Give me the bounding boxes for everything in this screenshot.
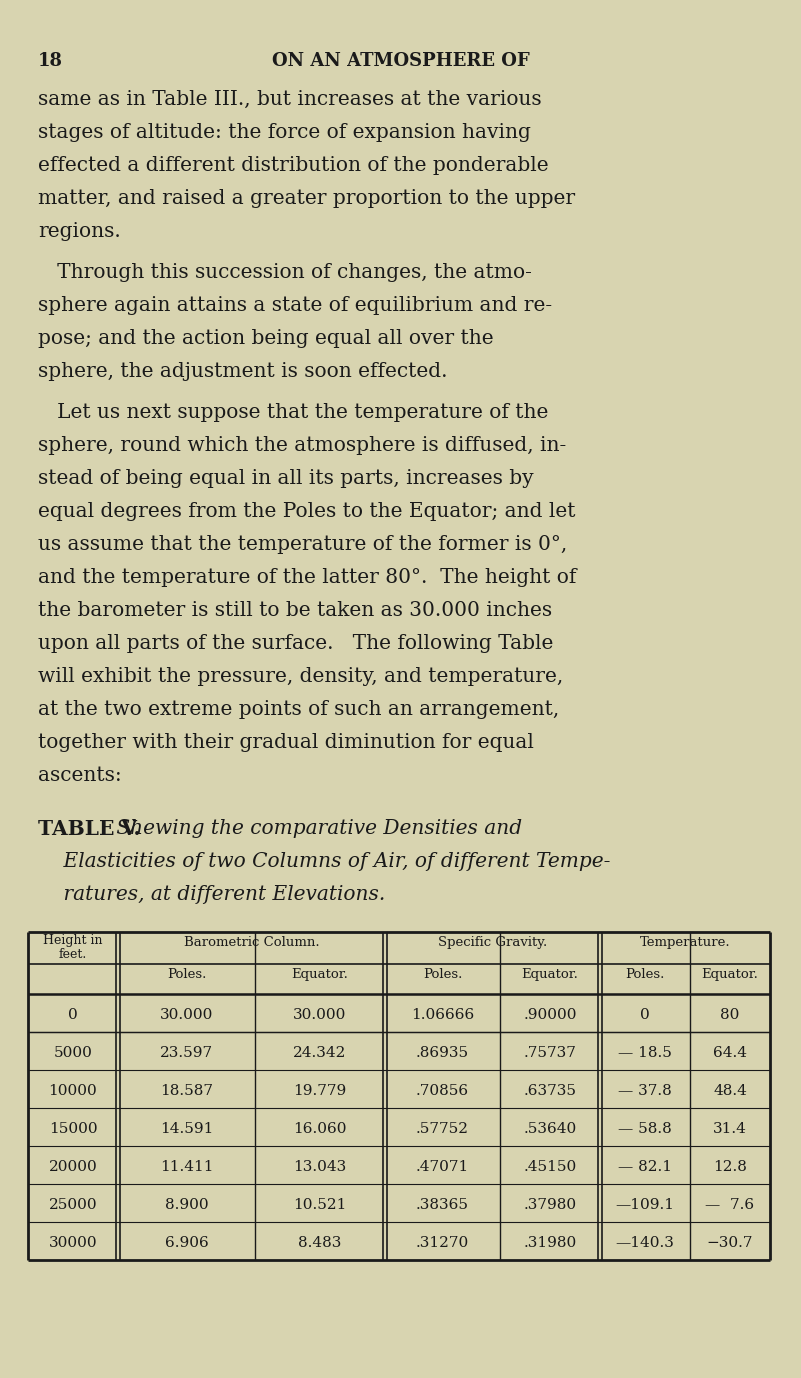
Text: Through this succession of changes, the atmo-: Through this succession of changes, the … [38, 263, 532, 282]
Text: Height in: Height in [43, 934, 103, 947]
Text: Shewing the comparative Densities and: Shewing the comparative Densities and [110, 819, 522, 838]
Text: 19.779: 19.779 [293, 1084, 347, 1098]
Text: together with their gradual diminution for equal: together with their gradual diminution f… [38, 733, 534, 752]
Text: 80: 80 [720, 1007, 739, 1022]
Text: 24.342: 24.342 [293, 1046, 347, 1060]
Text: Poles.: Poles. [423, 967, 462, 981]
Text: Equator.: Equator. [292, 967, 348, 981]
Text: Elasticities of two Columns of Air, of different Tempe-: Elasticities of two Columns of Air, of d… [38, 852, 610, 871]
Text: 25000: 25000 [49, 1197, 97, 1213]
Text: stead of being equal in all its parts, increases by: stead of being equal in all its parts, i… [38, 469, 533, 488]
Text: 10.521: 10.521 [293, 1197, 347, 1213]
Text: —140.3: —140.3 [615, 1236, 674, 1250]
Text: .63735: .63735 [524, 1084, 577, 1098]
Text: 23.597: 23.597 [160, 1046, 213, 1060]
Text: 11.411: 11.411 [159, 1160, 213, 1174]
Text: —  7.6: — 7.6 [706, 1197, 755, 1213]
Text: Temperature.: Temperature. [640, 936, 731, 949]
Text: 64.4: 64.4 [713, 1046, 747, 1060]
Text: 30000: 30000 [49, 1236, 97, 1250]
Text: 8.900: 8.900 [165, 1197, 208, 1213]
Text: 48.4: 48.4 [713, 1084, 747, 1098]
Text: .47071: .47071 [416, 1160, 469, 1174]
Text: stages of altitude: the force of expansion having: stages of altitude: the force of expansi… [38, 123, 531, 142]
Text: sphere, the adjustment is soon effected.: sphere, the adjustment is soon effected. [38, 362, 448, 380]
Text: .53640: .53640 [523, 1122, 577, 1135]
Text: .37980: .37980 [523, 1197, 577, 1213]
Text: 30.000: 30.000 [160, 1007, 213, 1022]
Text: regions.: regions. [38, 222, 121, 241]
Text: .31270: .31270 [416, 1236, 469, 1250]
Text: 15000: 15000 [49, 1122, 97, 1135]
Text: us assume that the temperature of the former is 0°,: us assume that the temperature of the fo… [38, 535, 567, 554]
Text: Poles.: Poles. [626, 967, 665, 981]
Text: 13.043: 13.043 [293, 1160, 347, 1174]
Text: 30.000: 30.000 [293, 1007, 347, 1022]
Text: same as in Table III., but increases at the various: same as in Table III., but increases at … [38, 90, 541, 109]
Text: .90000: .90000 [523, 1007, 577, 1022]
Text: ON AN ATMOSPHERE OF: ON AN ATMOSPHERE OF [272, 52, 530, 70]
Text: .86935: .86935 [416, 1046, 469, 1060]
Text: 31.4: 31.4 [713, 1122, 747, 1135]
Text: Poles.: Poles. [167, 967, 206, 981]
Text: —109.1: —109.1 [615, 1197, 674, 1213]
Text: 10000: 10000 [49, 1084, 98, 1098]
Text: Let us next suppose that the temperature of the: Let us next suppose that the temperature… [38, 402, 549, 422]
Text: −30.7: −30.7 [706, 1236, 753, 1250]
Text: and the temperature of the latter 80°.  The height of: and the temperature of the latter 80°. T… [38, 568, 577, 587]
Text: at the two extreme points of such an arrangement,: at the two extreme points of such an arr… [38, 700, 559, 719]
Text: Specific Gravity.: Specific Gravity. [438, 936, 547, 949]
Text: feet.: feet. [59, 948, 87, 960]
Text: will exhibit the pressure, density, and temperature,: will exhibit the pressure, density, and … [38, 667, 563, 686]
Text: upon all parts of the surface.   The following Table: upon all parts of the surface. The follo… [38, 634, 553, 653]
Text: — 58.8: — 58.8 [618, 1122, 672, 1135]
Text: — 18.5: — 18.5 [618, 1046, 672, 1060]
Text: effected a different distribution of the ponderable: effected a different distribution of the… [38, 156, 549, 175]
Text: 14.591: 14.591 [160, 1122, 213, 1135]
Text: 18.587: 18.587 [160, 1084, 213, 1098]
Text: matter, and raised a greater proportion to the upper: matter, and raised a greater proportion … [38, 189, 575, 208]
Text: TABLE V.: TABLE V. [38, 819, 140, 839]
Text: the barometer is still to be taken as 30.000 inches: the barometer is still to be taken as 30… [38, 601, 552, 620]
Text: 0: 0 [68, 1007, 78, 1022]
Text: Equator.: Equator. [702, 967, 759, 981]
Text: .75737: .75737 [524, 1046, 577, 1060]
Text: 16.060: 16.060 [293, 1122, 347, 1135]
Text: .31980: .31980 [523, 1236, 577, 1250]
Text: Equator.: Equator. [521, 967, 578, 981]
Text: ratures, at different Elevations.: ratures, at different Elevations. [38, 885, 385, 904]
Text: .57752: .57752 [416, 1122, 469, 1135]
Text: 8.483: 8.483 [298, 1236, 342, 1250]
Text: 18: 18 [38, 52, 63, 70]
Text: — 82.1: — 82.1 [618, 1160, 672, 1174]
Text: 12.8: 12.8 [713, 1160, 747, 1174]
Text: — 37.8: — 37.8 [618, 1084, 672, 1098]
Text: 0: 0 [640, 1007, 650, 1022]
Text: pose; and the action being equal all over the: pose; and the action being equal all ove… [38, 329, 493, 349]
Text: 1.06666: 1.06666 [411, 1007, 474, 1022]
Text: .70856: .70856 [416, 1084, 469, 1098]
Text: 5000: 5000 [54, 1046, 92, 1060]
Text: equal degrees from the Poles to the Equator; and let: equal degrees from the Poles to the Equa… [38, 502, 575, 521]
Text: .38365: .38365 [416, 1197, 469, 1213]
Text: Barometric Column.: Barometric Column. [183, 936, 320, 949]
Text: 20000: 20000 [49, 1160, 98, 1174]
Text: sphere, round which the atmosphere is diffused, in-: sphere, round which the atmosphere is di… [38, 435, 566, 455]
Text: ascents:: ascents: [38, 766, 122, 785]
Text: 6.906: 6.906 [165, 1236, 208, 1250]
Text: .45150: .45150 [523, 1160, 577, 1174]
Text: sphere again attains a state of equilibrium and re-: sphere again attains a state of equilibr… [38, 296, 552, 316]
